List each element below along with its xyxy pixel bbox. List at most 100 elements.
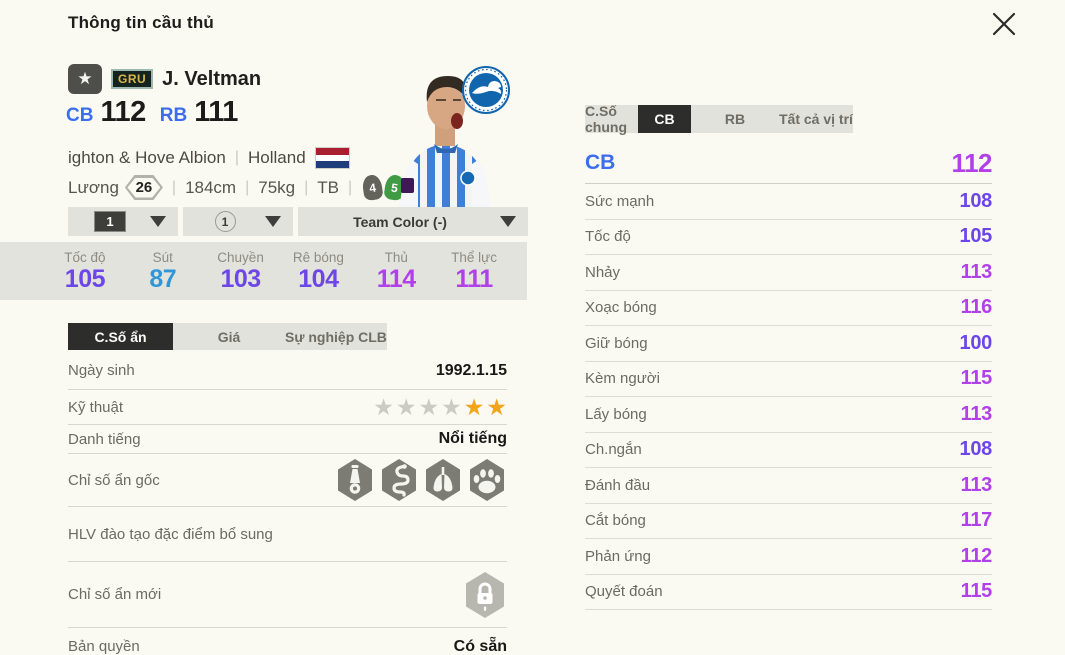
position-stat-row: Quyết đoán 115 bbox=[585, 575, 992, 610]
position-label: CB bbox=[66, 105, 94, 126]
detail-tab-label: Giá bbox=[217, 328, 241, 345]
nation-name: Holland bbox=[248, 148, 306, 167]
team-color-value: Team Color (-) bbox=[353, 213, 447, 230]
club-crest-icon bbox=[462, 66, 510, 114]
position-stat-value: 108 bbox=[959, 189, 993, 212]
position-stat-label: Sức mạnh bbox=[585, 192, 655, 210]
salary-badge: 26 bbox=[124, 175, 163, 200]
new-hidden-row: Chỉ số ẩn mới bbox=[68, 562, 507, 628]
favorite-star-button[interactable]: ★ bbox=[68, 64, 102, 94]
position-tab[interactable]: RB bbox=[691, 105, 779, 133]
detail-tab[interactable]: C.Số ẩn bbox=[68, 323, 173, 350]
star-icon: ★ bbox=[395, 393, 417, 420]
chevron-down-icon bbox=[500, 216, 516, 227]
level-dropdown[interactable]: 1 bbox=[68, 207, 178, 236]
position-tab[interactable]: Tất cả vị trí bbox=[779, 105, 853, 133]
key-stat-value: 87 bbox=[149, 264, 177, 293]
position-stat-label: Giữ bóng bbox=[585, 334, 648, 352]
divider: | bbox=[245, 178, 250, 196]
fame-value: Nổi tiếng bbox=[438, 430, 507, 447]
key-stats-bar: Tốc độ 105 Sút 87 Chuyền 103 Rê bóng 104… bbox=[0, 242, 527, 300]
position-stat-label: Xoạc bóng bbox=[585, 299, 657, 317]
fame-row: Danh tiếng Nổi tiếng bbox=[68, 425, 507, 454]
close-button[interactable] bbox=[982, 2, 1026, 46]
position-stat-value: 116 bbox=[960, 296, 993, 319]
fame-label: Danh tiếng bbox=[68, 430, 141, 448]
player-attributes-row: Lương 26 | 184cm | 75kg | TB | 4 5 bbox=[68, 173, 406, 202]
overall-ratings: CB 112 RB 111 bbox=[66, 96, 238, 129]
key-stat-label: Sút bbox=[152, 249, 173, 265]
overall-rating-item: RB 111 bbox=[159, 96, 239, 129]
netherlands-flag-icon bbox=[314, 147, 350, 169]
skill-row: Kỹ thuật ★ ★ ★ ★ ★ ★ bbox=[68, 390, 507, 425]
key-stat-value: 103 bbox=[220, 264, 261, 293]
key-stat: Thủ 114 bbox=[357, 247, 435, 296]
club-nation-row: ighton & Hove Albion | Holland bbox=[68, 147, 350, 169]
salary-label: Lương bbox=[68, 177, 119, 197]
detail-tab[interactable]: Giá bbox=[173, 323, 285, 350]
position-stat-label: Đánh đầu bbox=[585, 476, 651, 494]
position-stat-label: Nhảy bbox=[585, 263, 621, 281]
position-stat-label: Lấy bóng bbox=[585, 405, 647, 423]
locked-hexagon-icon bbox=[466, 571, 504, 618]
position-rating-value: 111 bbox=[194, 96, 238, 128]
position-stats-overall: 112 bbox=[951, 147, 993, 178]
position-tab-label: Tất cả vị trí bbox=[779, 111, 853, 127]
position-stat-row: Giữ bóng 100 bbox=[585, 326, 992, 362]
hidden-traits-row: Chỉ số ẩn gốc bbox=[68, 454, 507, 507]
team-color-dropdown[interactable]: Team Color (-) bbox=[298, 207, 528, 236]
hidden-traits-label: Chỉ số ẩn gốc bbox=[68, 471, 160, 489]
star-icon: ★ bbox=[418, 393, 440, 420]
position-stat-value: 113 bbox=[960, 473, 993, 496]
selector-row: 1 1 Team Color (-) bbox=[68, 207, 528, 236]
chevron-down-icon bbox=[265, 216, 281, 227]
position-stat-row: Tốc độ 105 bbox=[585, 220, 993, 255]
position-stat-row: Kèm người 115 bbox=[585, 362, 993, 397]
hidden-trait-icons bbox=[335, 458, 507, 502]
level-value: 1 bbox=[94, 211, 126, 232]
overall-rating-item: CB 112 bbox=[66, 96, 146, 129]
key-stat: Tốc độ 105 bbox=[46, 247, 124, 296]
key-stat: Thể lực 111 bbox=[435, 247, 513, 296]
dob-row: Ngày sinh 1992.1.15 bbox=[68, 352, 507, 390]
position-stat-label: Phản ứng bbox=[585, 547, 651, 565]
position-tab[interactable]: CB bbox=[638, 105, 691, 133]
detail-tabs: C.Số ẩn Giá Sự nghiệp CLB bbox=[68, 323, 387, 350]
position-stat-row: Ch.ngắn 108 bbox=[585, 433, 993, 468]
position-rating-value: 112 bbox=[100, 96, 146, 128]
count-dropdown[interactable]: 1 bbox=[183, 207, 293, 236]
dob-value: 1992.1.15 bbox=[435, 361, 507, 379]
position-stat-value: 108 bbox=[959, 438, 993, 461]
key-stat-value: 105 bbox=[64, 264, 106, 293]
position-tab[interactable]: C.Số chung bbox=[585, 103, 638, 135]
divider: | bbox=[234, 149, 239, 166]
foot-preference: TB bbox=[317, 177, 340, 197]
position-stat-value: 105 bbox=[959, 225, 993, 248]
chevron-down-icon bbox=[150, 216, 166, 227]
license-row: Bản quyền Có sẵn bbox=[68, 628, 507, 655]
position-stat-row: Đánh đầu 113 bbox=[585, 468, 992, 504]
position-stat-value: 115 bbox=[960, 367, 993, 390]
coach-training-label: HLV đào tạo đặc điểm bổ sung bbox=[68, 525, 273, 543]
star-icon: ★ bbox=[463, 393, 485, 420]
position-tab-label: CB bbox=[654, 111, 675, 127]
position-stat-row: Sức mạnh 108 bbox=[585, 184, 992, 220]
position-stat-label: Kèm người bbox=[585, 370, 660, 388]
snake-icon bbox=[382, 459, 416, 501]
divider: | bbox=[171, 178, 177, 196]
star-icon: ★ bbox=[77, 69, 93, 88]
detail-tab[interactable]: Sự nghiệp CLB bbox=[285, 323, 387, 350]
coach-training-row: HLV đào tạo đặc điểm bổ sung bbox=[68, 507, 507, 562]
player-name: J. Veltman bbox=[162, 67, 262, 90]
position-label: RB bbox=[159, 105, 188, 126]
star-icon: ★ bbox=[373, 393, 394, 420]
key-stat: Rê bóng 104 bbox=[279, 247, 357, 296]
position-tab-label: C.Số chung bbox=[585, 103, 627, 135]
position-stat-label: Quyết đoán bbox=[585, 583, 663, 601]
star-icon: ★ bbox=[441, 393, 462, 420]
club-name: ighton & Hove Albion bbox=[68, 148, 226, 167]
key-stat-value: 111 bbox=[455, 264, 493, 293]
position-stat-value: 113 bbox=[960, 260, 993, 283]
star-icon: ★ bbox=[486, 393, 507, 420]
position-stat-value: 117 bbox=[960, 509, 993, 532]
